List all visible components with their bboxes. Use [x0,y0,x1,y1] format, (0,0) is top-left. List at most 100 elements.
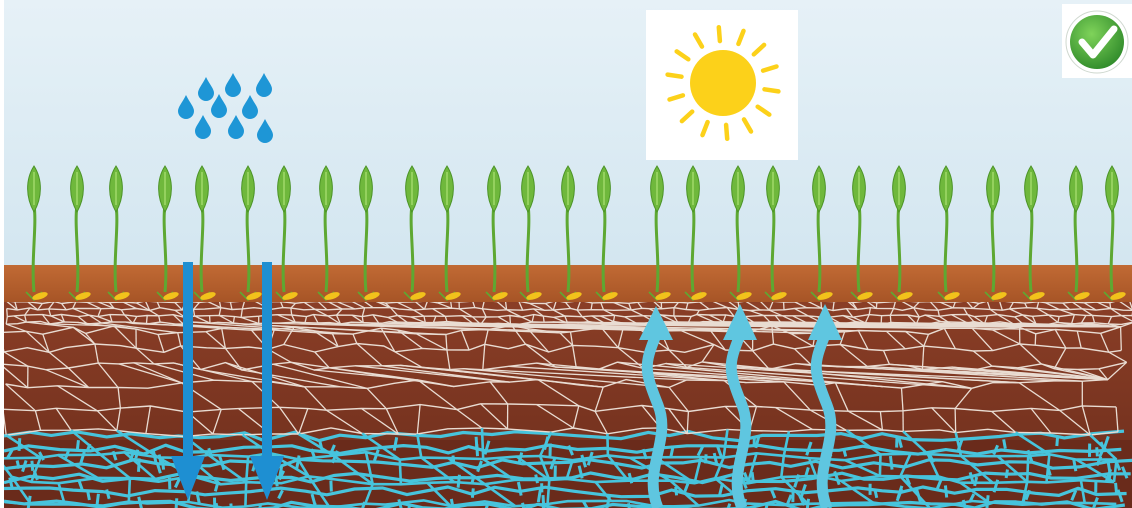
crack-line [123,451,160,483]
seedling-stem [1028,204,1034,293]
crack-line [218,307,222,316]
groundwater-line [38,451,45,461]
crack-line [594,481,613,502]
crack-line [728,302,740,311]
crack-line [746,452,758,484]
crack-line [60,314,65,323]
crack-line [879,411,884,431]
crack-line [991,410,1017,433]
down-arrow-shaft [262,262,272,462]
crack-line [569,331,574,346]
crack-line [356,343,383,367]
groundwater-line [8,477,14,490]
groundwater-line [392,437,399,451]
crack-line [481,308,487,318]
crack-line [1076,330,1082,349]
crack-line [926,453,940,477]
crack-line [482,344,486,370]
crack-line [5,434,42,459]
crack-line [361,407,399,435]
crack-line [668,386,689,412]
groundwater-line [1116,489,1124,503]
crack-line [14,302,18,311]
groundwater-line [674,486,679,496]
groundwater-line [716,446,724,459]
groundwater-line [15,460,21,469]
check-mark [1078,25,1118,59]
crack-line [701,344,715,363]
groundwater-line [277,489,284,500]
groundwater-line [295,455,301,470]
groundwater-line [754,435,761,449]
crack-line [954,432,963,457]
seed [736,292,752,300]
crack-line [902,430,929,456]
crack-line [496,302,508,311]
crack-line [1034,333,1037,346]
crack-line [745,302,761,311]
crack-line [974,369,1108,381]
crack-line [396,302,414,311]
crack-line [1107,316,1113,325]
groundwater-line [407,504,411,508]
crack-line [899,453,912,477]
crack-line [413,309,425,317]
crack-line [1119,326,1122,351]
seedling-stem [409,204,415,293]
crack-line [1053,347,1067,370]
crack-line [913,307,920,318]
crack-line [1045,454,1051,483]
groundwater-line [805,441,813,456]
seedling-stem [943,204,949,293]
crack-line [298,432,335,457]
crack-line [481,302,485,309]
groundwater-line [895,488,904,502]
seedling [890,165,913,302]
crack-line [722,429,729,458]
crack-line [769,309,783,317]
crack-line [925,314,942,323]
crack-line [86,302,102,310]
crack-line [232,316,236,324]
crack-line [847,410,883,431]
crack-line [375,302,391,309]
crack-line [553,309,566,317]
crack-line [328,302,343,310]
crack-line [410,316,426,324]
crack-line [207,453,247,484]
crack-line [4,351,29,367]
seed [246,292,262,300]
crack-line [832,302,835,311]
crack-line [794,307,809,317]
seedling-stem [162,204,168,293]
crack-line [1089,434,1118,461]
check-disc [1070,15,1124,69]
crack-line [537,379,580,407]
crack-line [244,482,248,507]
crack-line [72,307,90,316]
crack-line [145,405,152,434]
crack-line [768,302,774,311]
crack-line [389,307,398,316]
seedling [107,165,130,302]
crack-line [361,307,366,317]
crack-line [1120,322,1132,328]
crack-line [432,315,437,323]
crack-line [954,387,973,409]
crack-line [385,302,391,309]
crack-line [460,330,470,351]
crack-line [552,302,557,311]
seed [410,292,426,300]
rain-drop [256,73,272,97]
crack-line [1121,315,1132,322]
crack-line [531,314,535,323]
seed [32,292,48,300]
crack-line [1018,382,1061,411]
crack-line [1030,407,1052,434]
sun-ray [741,117,754,134]
crack-line [771,325,775,345]
crack-line [603,309,615,316]
crack-line [10,475,33,506]
crack-line [290,308,293,316]
crack-line [1096,302,1111,310]
